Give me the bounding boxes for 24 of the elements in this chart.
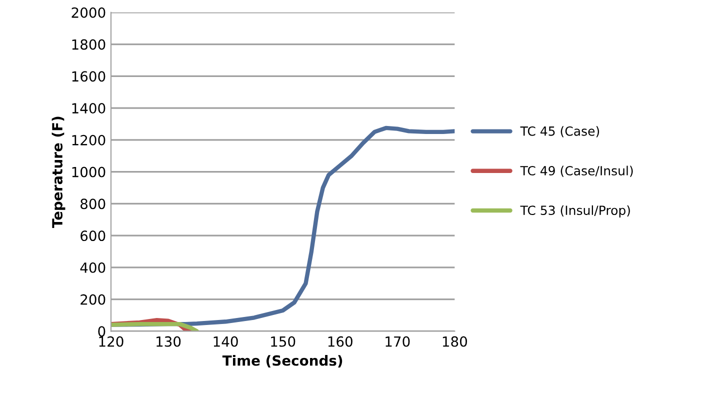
x-tick-label: 120 xyxy=(99,336,124,347)
y-tick-label: 200 xyxy=(80,294,106,305)
y-tick-label: 400 xyxy=(80,262,106,273)
y-tick-label: 1000 xyxy=(72,166,106,178)
y-tick-label: 800 xyxy=(80,198,106,210)
x-tick-label: 180 xyxy=(442,336,467,347)
y-tick-label: 1800 xyxy=(72,39,106,50)
x-tick-label: 130 xyxy=(156,336,181,347)
x-tick-label: 170 xyxy=(386,336,410,347)
y-tick-label: 2000 xyxy=(72,7,106,18)
x-tick-label: 150 xyxy=(271,336,296,347)
legend-label: TC 49 (Case/Insul) xyxy=(520,166,633,177)
y-tick-label: 1200 xyxy=(72,134,106,146)
x-axis-title: Time (Seconds) xyxy=(222,355,342,368)
legend-label: TC 53 (Insul/Prop) xyxy=(520,205,630,218)
y-axis-title: Teperature (F) xyxy=(52,116,66,228)
x-tick-label: 140 xyxy=(214,336,238,347)
x-tick-label: 160 xyxy=(328,336,352,347)
y-tick-label: 1400 xyxy=(72,103,106,114)
y-tick-label: 600 xyxy=(80,230,106,242)
line-series xyxy=(110,322,199,332)
y-tick-label: 1600 xyxy=(72,71,106,82)
legend-label: TC 45 (Case) xyxy=(520,126,600,138)
y-tick-label: 0 xyxy=(98,326,106,337)
